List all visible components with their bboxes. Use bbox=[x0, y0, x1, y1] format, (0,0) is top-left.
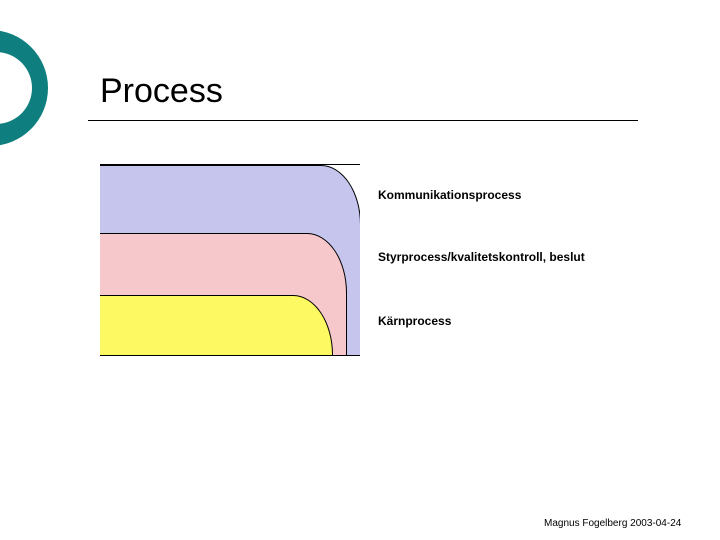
label-styr: Styrprocess/kvalitetskontroll, beslut bbox=[378, 250, 585, 264]
layer-karn bbox=[100, 295, 333, 356]
title-underline bbox=[88, 120, 638, 121]
footer-credit: Magnus Fogelberg 2003-04-24 bbox=[544, 518, 681, 529]
label-karn: Kärnprocess bbox=[378, 314, 451, 328]
label-kommunikation: Kommunikationsprocess bbox=[378, 188, 521, 202]
process-diagram bbox=[100, 164, 360, 356]
page-title: Process bbox=[100, 72, 223, 111]
